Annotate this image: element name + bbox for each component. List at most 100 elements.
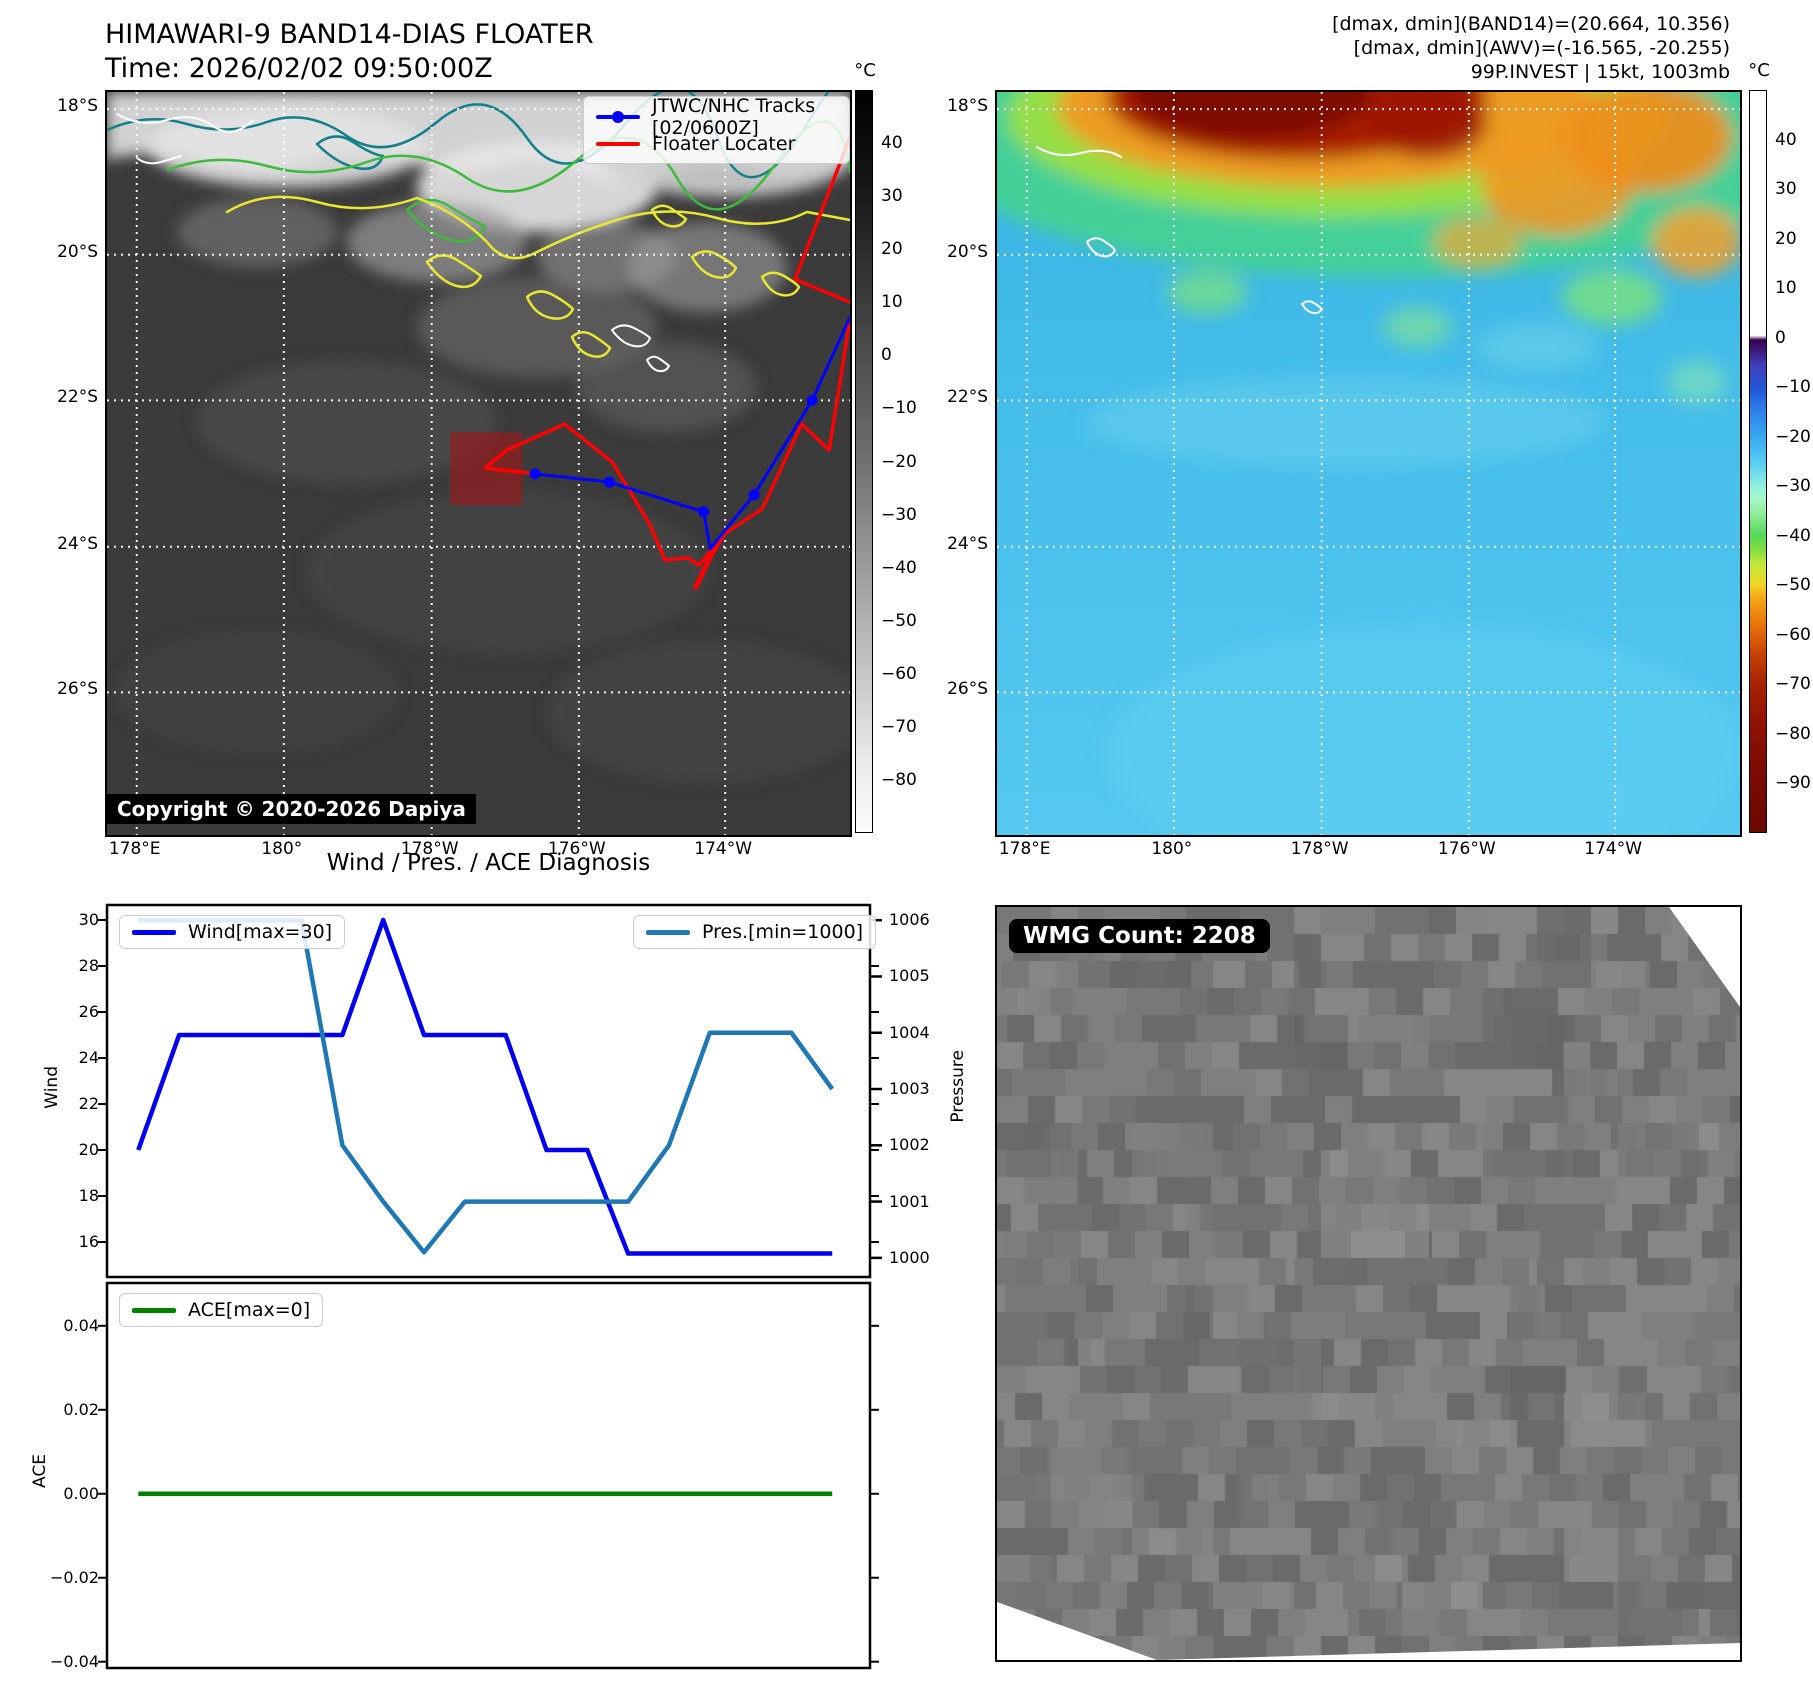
- wmg-panel: WMG Count: 2208: [995, 905, 1742, 1662]
- awv-colorbar-tick: 0: [1775, 327, 1786, 348]
- jtwc-track-label: JTWC/NHC Tracks [02/0600Z]: [652, 94, 816, 139]
- ace-chart: [98, 1281, 879, 1670]
- chart-ytick-label-left: 16: [78, 1232, 99, 1252]
- chart-ytick-label-left: 18: [78, 1186, 99, 1206]
- awv-colorbar-tick: −10: [1775, 377, 1811, 398]
- chart-ytick-label-right: 1006: [889, 910, 930, 930]
- legend-row-jtwc: JTWC/NHC Tracks [02/0600Z]: [596, 95, 837, 139]
- chart-ytick-label-left: 0.00: [63, 1483, 99, 1503]
- lat-label: 20°S: [947, 241, 988, 262]
- band14-colorbar-tick: −10: [881, 398, 917, 419]
- chart-ytick-label-left: −0.02: [49, 1567, 99, 1587]
- wind-legend-label: Wind[max=30]: [188, 921, 333, 943]
- wind-legend: Wind[max=30]: [119, 915, 346, 949]
- series-pres-min-1000-: [138, 917, 835, 1255]
- legend-row-floater: Floater Locater: [596, 130, 837, 157]
- awv-colorbar-tick: −60: [1775, 624, 1811, 645]
- jtwc-track-marker: [612, 110, 624, 123]
- band14-colorbar-tick: −30: [881, 504, 917, 525]
- lat-label: 24°S: [947, 533, 988, 554]
- lon-label: 178°W: [1290, 839, 1349, 859]
- lon-label: 180°: [261, 839, 303, 859]
- awv-colorbar-tick: 40: [1775, 129, 1797, 150]
- awv-colorbar-tick: −80: [1775, 723, 1811, 744]
- awv-colorbar-tick: −40: [1775, 525, 1811, 546]
- chart-ytick-label-left: 20: [78, 1140, 99, 1159]
- lon-label: 178°W: [400, 839, 459, 859]
- band14-colorbar-tick: 20: [881, 239, 903, 260]
- ace-legend: ACE[max=0]: [119, 1293, 324, 1327]
- awv-colorbar-tick: 10: [1775, 278, 1797, 299]
- chart-frame: [105, 903, 872, 1279]
- lat-label: 18°S: [57, 96, 98, 117]
- chart-ytick-label-left: 26: [78, 1001, 99, 1021]
- pressure-axis-label: Pressure: [948, 1050, 968, 1123]
- floater-track-line: [483, 319, 850, 568]
- wind-pressure-chart: [98, 903, 882, 1279]
- chart-ytick-label-right: 1003: [889, 1079, 930, 1099]
- floater-track-tail: [692, 533, 726, 591]
- annotation-band14-dmax-dmin: [dmax, dmin](BAND14)=(20.664, 10.356): [1332, 13, 1730, 35]
- lat-label: 22°S: [57, 387, 98, 408]
- awv-colorbar-unit: °C: [1748, 60, 1770, 81]
- awv-satellite-image: [997, 92, 1740, 835]
- jtwc-track-point: [748, 489, 760, 501]
- jtwc-track-point: [806, 394, 818, 406]
- chart-ytick-label-left: 0.02: [63, 1399, 99, 1419]
- jtwc-track-point: [603, 476, 615, 488]
- floater-line-sample: [596, 141, 640, 146]
- pressure-legend-label: Pres.[min=1000]: [702, 921, 864, 943]
- band14-colorbar-tick: −20: [881, 451, 917, 472]
- awv-map: [995, 90, 1742, 837]
- awv-colorbar-tick: −20: [1775, 426, 1811, 447]
- floater-label: Floater Locater: [652, 132, 796, 155]
- chart-ytick-label-right: 1000: [889, 1247, 930, 1267]
- wmg-swath-edges: [997, 907, 1740, 1660]
- band14-colorbar-unit: °C: [854, 60, 876, 81]
- chart-ytick-label-right: 1001: [889, 1191, 930, 1211]
- band14-title-line2: Time: 2026/02/02 09:50:00Z: [105, 53, 493, 84]
- floater-track-line-upper: [793, 136, 850, 304]
- wmg-microwave-image: [997, 907, 1740, 1660]
- chart-ytick-label-right: 1004: [889, 1022, 930, 1042]
- band14-colorbar-tick: 40: [881, 133, 903, 154]
- diagnosis-title: Wind / Pres. / ACE Diagnosis: [326, 850, 651, 876]
- lon-label: 180°: [1151, 839, 1193, 859]
- band14-satellite-image: [107, 92, 850, 835]
- lat-label: 24°S: [57, 533, 98, 554]
- copyright-badge: Copyright © 2020-2026 Dapiya: [107, 794, 476, 824]
- chart-ytick-label-left: 22: [78, 1093, 99, 1113]
- series-wind-max-30-: [136, 917, 833, 1256]
- lon-label: 178°E: [108, 839, 161, 859]
- awv-colorbar-tick: −70: [1775, 674, 1811, 695]
- annotation-invest-intensity: 99P.INVEST | 15kt, 1003mb: [1470, 61, 1730, 83]
- band14-map-legend: JTWC/NHC Tracks [02/0600Z] Floater Locat…: [583, 95, 850, 164]
- chart-ytick-label-left: 28: [78, 955, 99, 975]
- lon-label: 178°E: [998, 839, 1051, 859]
- wmg-count-badge: WMG Count: 2208: [1009, 919, 1270, 953]
- chart-ytick-label-right: 1002: [889, 1135, 930, 1155]
- lon-label: 176°W: [1437, 839, 1496, 859]
- lon-label: 174°W: [694, 839, 753, 859]
- band14-colorbar-tick: −40: [881, 557, 917, 578]
- awv-colorbar-tick: −30: [1775, 476, 1811, 497]
- band14-title-line1: HIMAWARI-9 BAND14-DIAS FLOATER: [105, 19, 594, 50]
- chart-ytick-label-right: 1005: [889, 966, 930, 986]
- band14-colorbar-tick: −70: [881, 716, 917, 737]
- chart-frame: [105, 1281, 872, 1670]
- ace-line-sample: [132, 1307, 176, 1313]
- awv-annotations: [dmax, dmin](BAND14)=(20.664, 10.356) [d…: [1150, 12, 1730, 84]
- jtwc-track-line-sample: [596, 110, 640, 123]
- lat-label: 22°S: [947, 387, 988, 408]
- pressure-legend: Pres.[min=1000]: [633, 915, 877, 949]
- annotation-awv-dmax-dmin: [dmax, dmin](AWV)=(-16.565, -20.255): [1353, 37, 1730, 59]
- chart-ytick-label-left: 30: [78, 909, 99, 929]
- lat-label: 26°S: [57, 679, 98, 700]
- pressure-line-sample: [646, 929, 690, 935]
- band14-colorbar-tick: −60: [881, 663, 917, 684]
- awv-colorbar: [1749, 90, 1767, 833]
- jtwc-track-point: [698, 506, 710, 518]
- band14-colorbar-tick: 0: [881, 345, 892, 366]
- chart-ytick-label-left: 24: [78, 1047, 99, 1067]
